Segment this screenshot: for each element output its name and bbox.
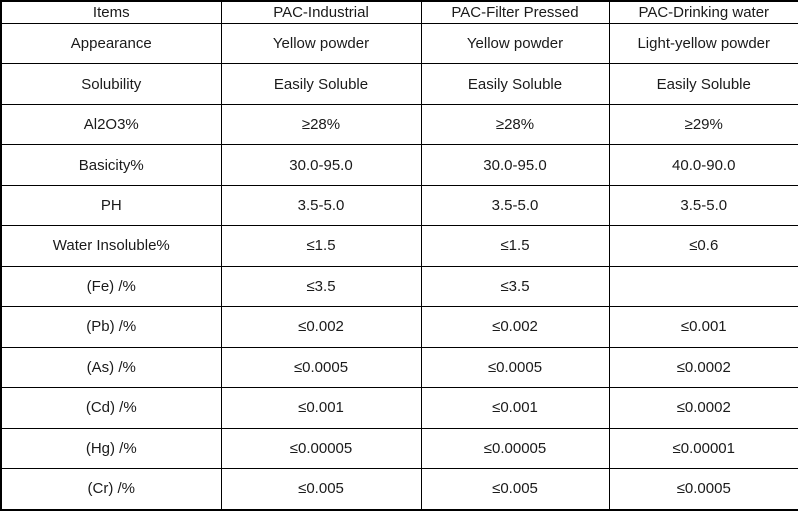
column-header-pac-filter-pressed: PAC-Filter Pressed — [420, 0, 610, 24]
column-header-items: Items — [0, 0, 222, 24]
item-name-cell: Al2O3% — [0, 103, 222, 146]
spec-value-cell: ≤1.5 — [220, 225, 422, 267]
spec-value-cell: ≤1.5 — [420, 225, 610, 267]
spec-table-header: Items PAC-Industrial PAC-Filter Pressed … — [0, 0, 798, 24]
spec-value-cell: ≤0.6 — [608, 225, 798, 267]
item-name-cell: Appearance — [0, 22, 222, 65]
table-row: Solubility Easily Soluble Easily Soluble Ea… — [0, 63, 798, 105]
spec-value-cell: Yellow powder — [220, 22, 422, 65]
table-row: (Hg) /% ≤0.00005 ≤0.00005 ≤0.00001 — [0, 427, 798, 469]
item-name-cell: (Hg) /% — [0, 427, 222, 469]
table-row: Basicity% 30.0-95.0 30.0-95.0 40.0-90.0 — [0, 144, 798, 186]
table-row: (As) /% ≤0.0005 ≤0.0005 ≤0.0002 — [0, 346, 798, 389]
spec-value-cell: ≤0.0002 — [608, 346, 798, 389]
item-name-cell: (Pb) /% — [0, 306, 222, 348]
table-row: (Cr) /% ≤0.005 ≤0.005 ≤0.0005 — [0, 467, 798, 511]
spec-value-cell: ≥28% — [220, 103, 422, 146]
spec-value-cell: ≤0.005 — [220, 467, 422, 511]
spec-value-cell: Light-yellow powder — [608, 22, 798, 65]
spec-value-cell: ≤0.001 — [608, 306, 798, 348]
spec-value-cell: ≤0.00005 — [420, 427, 610, 469]
item-name-cell: (As) /% — [0, 346, 222, 389]
spec-value-cell — [608, 265, 798, 308]
spec-value-cell: ≤0.0005 — [220, 346, 422, 389]
spec-value-cell: ≤3.5 — [220, 265, 422, 308]
spec-value-cell: ≤0.0005 — [608, 467, 798, 511]
table-row: (Pb) /% ≤0.002 ≤0.002 ≤0.001 — [0, 306, 798, 348]
spec-value-cell: 40.0-90.0 — [608, 144, 798, 186]
item-name-cell: (Fe) /% — [0, 265, 222, 308]
spec-value-cell: ≤0.00005 — [220, 427, 422, 469]
table-row: (Fe) /% ≤3.5 ≤3.5 — [0, 265, 798, 308]
item-name-cell: Water Insoluble% — [0, 225, 222, 267]
spec-value-cell: ≤0.0002 — [608, 387, 798, 429]
table-row: (Cd) /% ≤0.001 ≤0.001 ≤0.0002 — [0, 387, 798, 429]
spec-value-cell: ≤0.0005 — [420, 346, 610, 389]
spec-value-cell: ≥29% — [608, 103, 798, 146]
spec-value-cell: ≤0.005 — [420, 467, 610, 511]
spec-value-cell: 30.0-95.0 — [420, 144, 610, 186]
spec-value-cell: ≤0.002 — [220, 306, 422, 348]
spec-value-cell: 3.5-5.0 — [420, 184, 610, 227]
table-row: PH 3.5-5.0 3.5-5.0 3.5-5.0 — [0, 184, 798, 227]
header-row: Items PAC-Industrial PAC-Filter Pressed … — [0, 0, 798, 24]
spec-table-body: Appearance Yellow powder Yellow powder Ligh… — [0, 22, 798, 511]
spec-value-cell: ≥28% — [420, 103, 610, 146]
column-header-pac-drinking-water: PAC-Drinking water — [608, 0, 798, 24]
item-name-cell: Basicity% — [0, 144, 222, 186]
table-row: Appearance Yellow powder Yellow powder Ligh… — [0, 22, 798, 65]
item-name-cell: (Cd) /% — [0, 387, 222, 429]
spec-value-cell: Easily Soluble — [608, 63, 798, 105]
spec-value-cell: ≤0.001 — [420, 387, 610, 429]
spec-value-cell: ≤3.5 — [420, 265, 610, 308]
spec-value-cell: 30.0-95.0 — [220, 144, 422, 186]
item-name-cell: Solubility — [0, 63, 222, 105]
spec-value-cell: Easily Soluble — [220, 63, 422, 105]
spec-value-cell: 3.5-5.0 — [608, 184, 798, 227]
spec-value-cell: ≤0.002 — [420, 306, 610, 348]
column-header-pac-industrial: PAC-Industrial — [220, 0, 422, 24]
spec-value-cell: ≤0.00001 — [608, 427, 798, 469]
spec-value-cell: Easily Soluble — [420, 63, 610, 105]
spec-value-cell: Yellow powder — [420, 22, 610, 65]
item-name-cell: (Cr) /% — [0, 467, 222, 511]
spec-value-cell: 3.5-5.0 — [220, 184, 422, 227]
spec-value-cell: ≤0.001 — [220, 387, 422, 429]
table-row: Water Insoluble% ≤1.5 ≤1.5 ≤0.6 — [0, 225, 798, 267]
table-row: Al2O3% ≥28% ≥28% ≥29% — [0, 103, 798, 146]
item-name-cell: PH — [0, 184, 222, 227]
